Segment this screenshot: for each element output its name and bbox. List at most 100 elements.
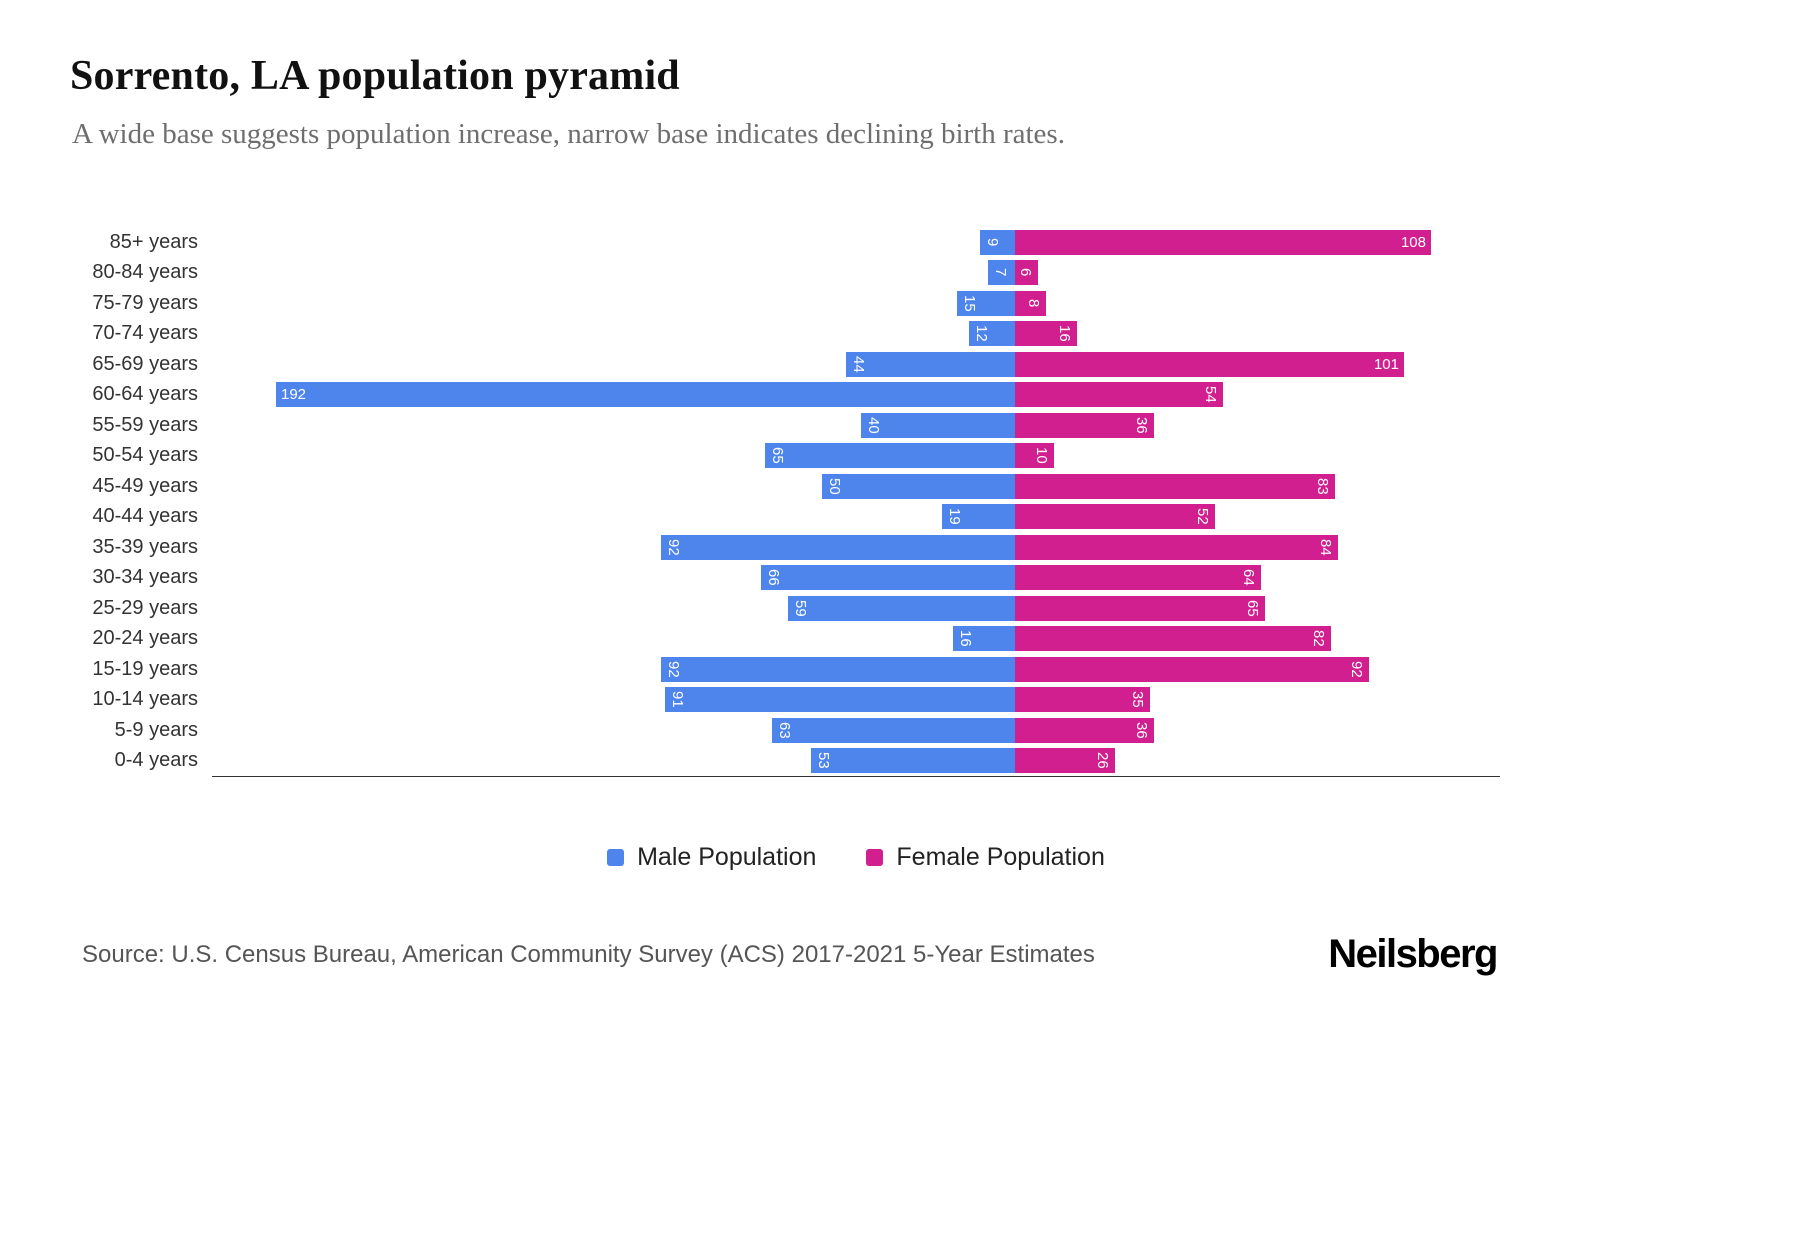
pyramid-row: 20-24 years 16 82: [0, 624, 1500, 655]
bar-track: 19 52: [212, 502, 1500, 533]
male-bar: 50: [822, 473, 1015, 499]
female-bar: 101: [1015, 351, 1404, 377]
female-bar-value: 36: [1133, 416, 1150, 434]
pyramid-row: 25-29 years 59 65: [0, 593, 1500, 624]
female-bar: 35: [1015, 687, 1150, 712]
chart-legend: Male Population Female Population: [212, 843, 1500, 872]
female-bar: 52: [1015, 504, 1215, 529]
male-bar: 40: [861, 412, 1015, 438]
male-bar: 15: [957, 290, 1015, 316]
male-bar-value: 44: [850, 355, 867, 373]
female-bar-value: 83: [1314, 477, 1331, 495]
female-bar: 65: [1015, 595, 1265, 621]
bar-track: 192 54: [212, 380, 1500, 411]
pyramid-row: 55-59 years 40 36: [0, 410, 1500, 441]
male-bar-value: 16: [957, 630, 974, 647]
age-group-label: 30-34 years: [92, 566, 198, 589]
age-group-label: 50-54 years: [92, 444, 198, 467]
pyramid-row: 5-9 years 63 36: [0, 715, 1500, 746]
male-bar-value: 53: [815, 752, 832, 769]
pyramid-row: 80-84 years 7 6: [0, 258, 1500, 289]
female-bar: 92: [1015, 656, 1369, 682]
female-legend-swatch-icon: [866, 849, 884, 866]
population-pyramid-chart: 85+ years 9 108 80-84 years 7 6 75-79 ye…: [0, 227, 1500, 777]
male-bar: 59: [788, 595, 1015, 621]
bar-track: 12 16: [212, 319, 1500, 350]
female-bar-value: 65: [1244, 599, 1261, 617]
female-bar: 36: [1015, 717, 1154, 743]
female-bar-value: 92: [1348, 660, 1365, 678]
male-bar-value: 66: [765, 569, 782, 586]
male-bar-value: 12: [973, 325, 990, 342]
male-bar: 44: [846, 351, 1015, 377]
female-bar: 108: [1015, 229, 1431, 255]
female-bar-value: 52: [1194, 508, 1211, 525]
pyramid-row: 85+ years 9 108: [0, 227, 1500, 258]
age-group-label: 85+ years: [109, 230, 198, 253]
female-bar-value: 6: [1017, 268, 1034, 277]
female-bar-value: 35: [1129, 691, 1146, 708]
bar-track: 44 101: [212, 349, 1500, 380]
page-subtitle: A wide base suggests population increase…: [72, 118, 1065, 150]
bar-track: 92 84: [212, 532, 1500, 563]
male-bar-value: 192: [281, 386, 307, 403]
male-bar: 92: [661, 534, 1015, 560]
age-group-label: 75-79 years: [92, 291, 198, 314]
pyramid-rows: 85+ years 9 108 80-84 years 7 6 75-79 ye…: [0, 227, 1500, 776]
bar-track: 40 36: [212, 410, 1500, 441]
female-bar-value: 101: [1373, 355, 1399, 373]
female-bar: 8: [1015, 290, 1046, 316]
male-legend-swatch-icon: [607, 849, 625, 866]
male-bar-value: 92: [665, 660, 682, 678]
male-bar: 16: [953, 626, 1015, 651]
age-group-label: 35-39 years: [92, 535, 198, 558]
pyramid-row: 35-39 years 92 84: [0, 532, 1500, 563]
bar-track: 16 82: [212, 624, 1500, 655]
age-group-label: 55-59 years: [92, 413, 198, 436]
pyramid-row: 10-14 years 91 35: [0, 685, 1500, 716]
male-bar-value: 92: [665, 538, 682, 556]
bar-track: 50 83: [212, 471, 1500, 502]
male-bar-value: 65: [769, 447, 786, 464]
male-bar: 12: [969, 321, 1015, 346]
legend-item-male[interactable]: Male Population: [607, 843, 816, 872]
age-group-label: 40-44 years: [92, 505, 198, 528]
age-group-label: 65-69 years: [92, 352, 198, 375]
age-group-label: 70-74 years: [92, 322, 198, 345]
bar-track: 9 108: [212, 227, 1500, 258]
pyramid-row: 70-74 years 12 16: [0, 319, 1500, 350]
female-bar: 6: [1015, 260, 1038, 285]
age-group-label: 60-64 years: [92, 383, 198, 406]
age-group-label: 25-29 years: [92, 596, 198, 619]
female-bar-value: 26: [1094, 752, 1111, 769]
female-bar-value: 64: [1240, 569, 1257, 586]
pyramid-row: 0-4 years 53 26: [0, 746, 1500, 777]
bar-track: 65 10: [212, 441, 1500, 472]
male-bar: 7: [988, 260, 1015, 285]
age-group-label: 15-19 years: [92, 657, 198, 680]
page-title: Sorrento, LA population pyramid: [70, 53, 680, 99]
source-attribution: Source: U.S. Census Bureau, American Com…: [82, 940, 1095, 968]
pyramid-row: 30-34 years 66 64: [0, 563, 1500, 594]
pyramid-row: 65-69 years 44 101: [0, 349, 1500, 380]
male-bar-value: 63: [776, 721, 793, 739]
male-bar-value: 91: [669, 691, 686, 708]
female-bar-value: 8: [1025, 298, 1042, 308]
female-bar: 83: [1015, 473, 1335, 499]
male-legend-label: Male Population: [637, 843, 817, 871]
male-bar: 9: [980, 229, 1015, 255]
female-bar: 26: [1015, 748, 1115, 773]
legend-item-female[interactable]: Female Population: [866, 843, 1105, 872]
male-bar-value: 59: [792, 599, 809, 617]
bar-track: 91 35: [212, 685, 1500, 716]
female-bar-value: 82: [1310, 630, 1327, 647]
female-bar: 84: [1015, 534, 1338, 560]
age-group-label: 45-49 years: [92, 474, 198, 497]
pyramid-row: 50-54 years 65 10: [0, 441, 1500, 472]
bar-track: 63 36: [212, 715, 1500, 746]
footer: Source: U.S. Census Bureau, American Com…: [82, 932, 1498, 977]
age-group-label: 80-84 years: [92, 261, 198, 284]
bar-track: 7 6: [212, 258, 1500, 289]
bar-track: 66 64: [212, 563, 1500, 594]
age-group-label: 20-24 years: [92, 627, 198, 650]
